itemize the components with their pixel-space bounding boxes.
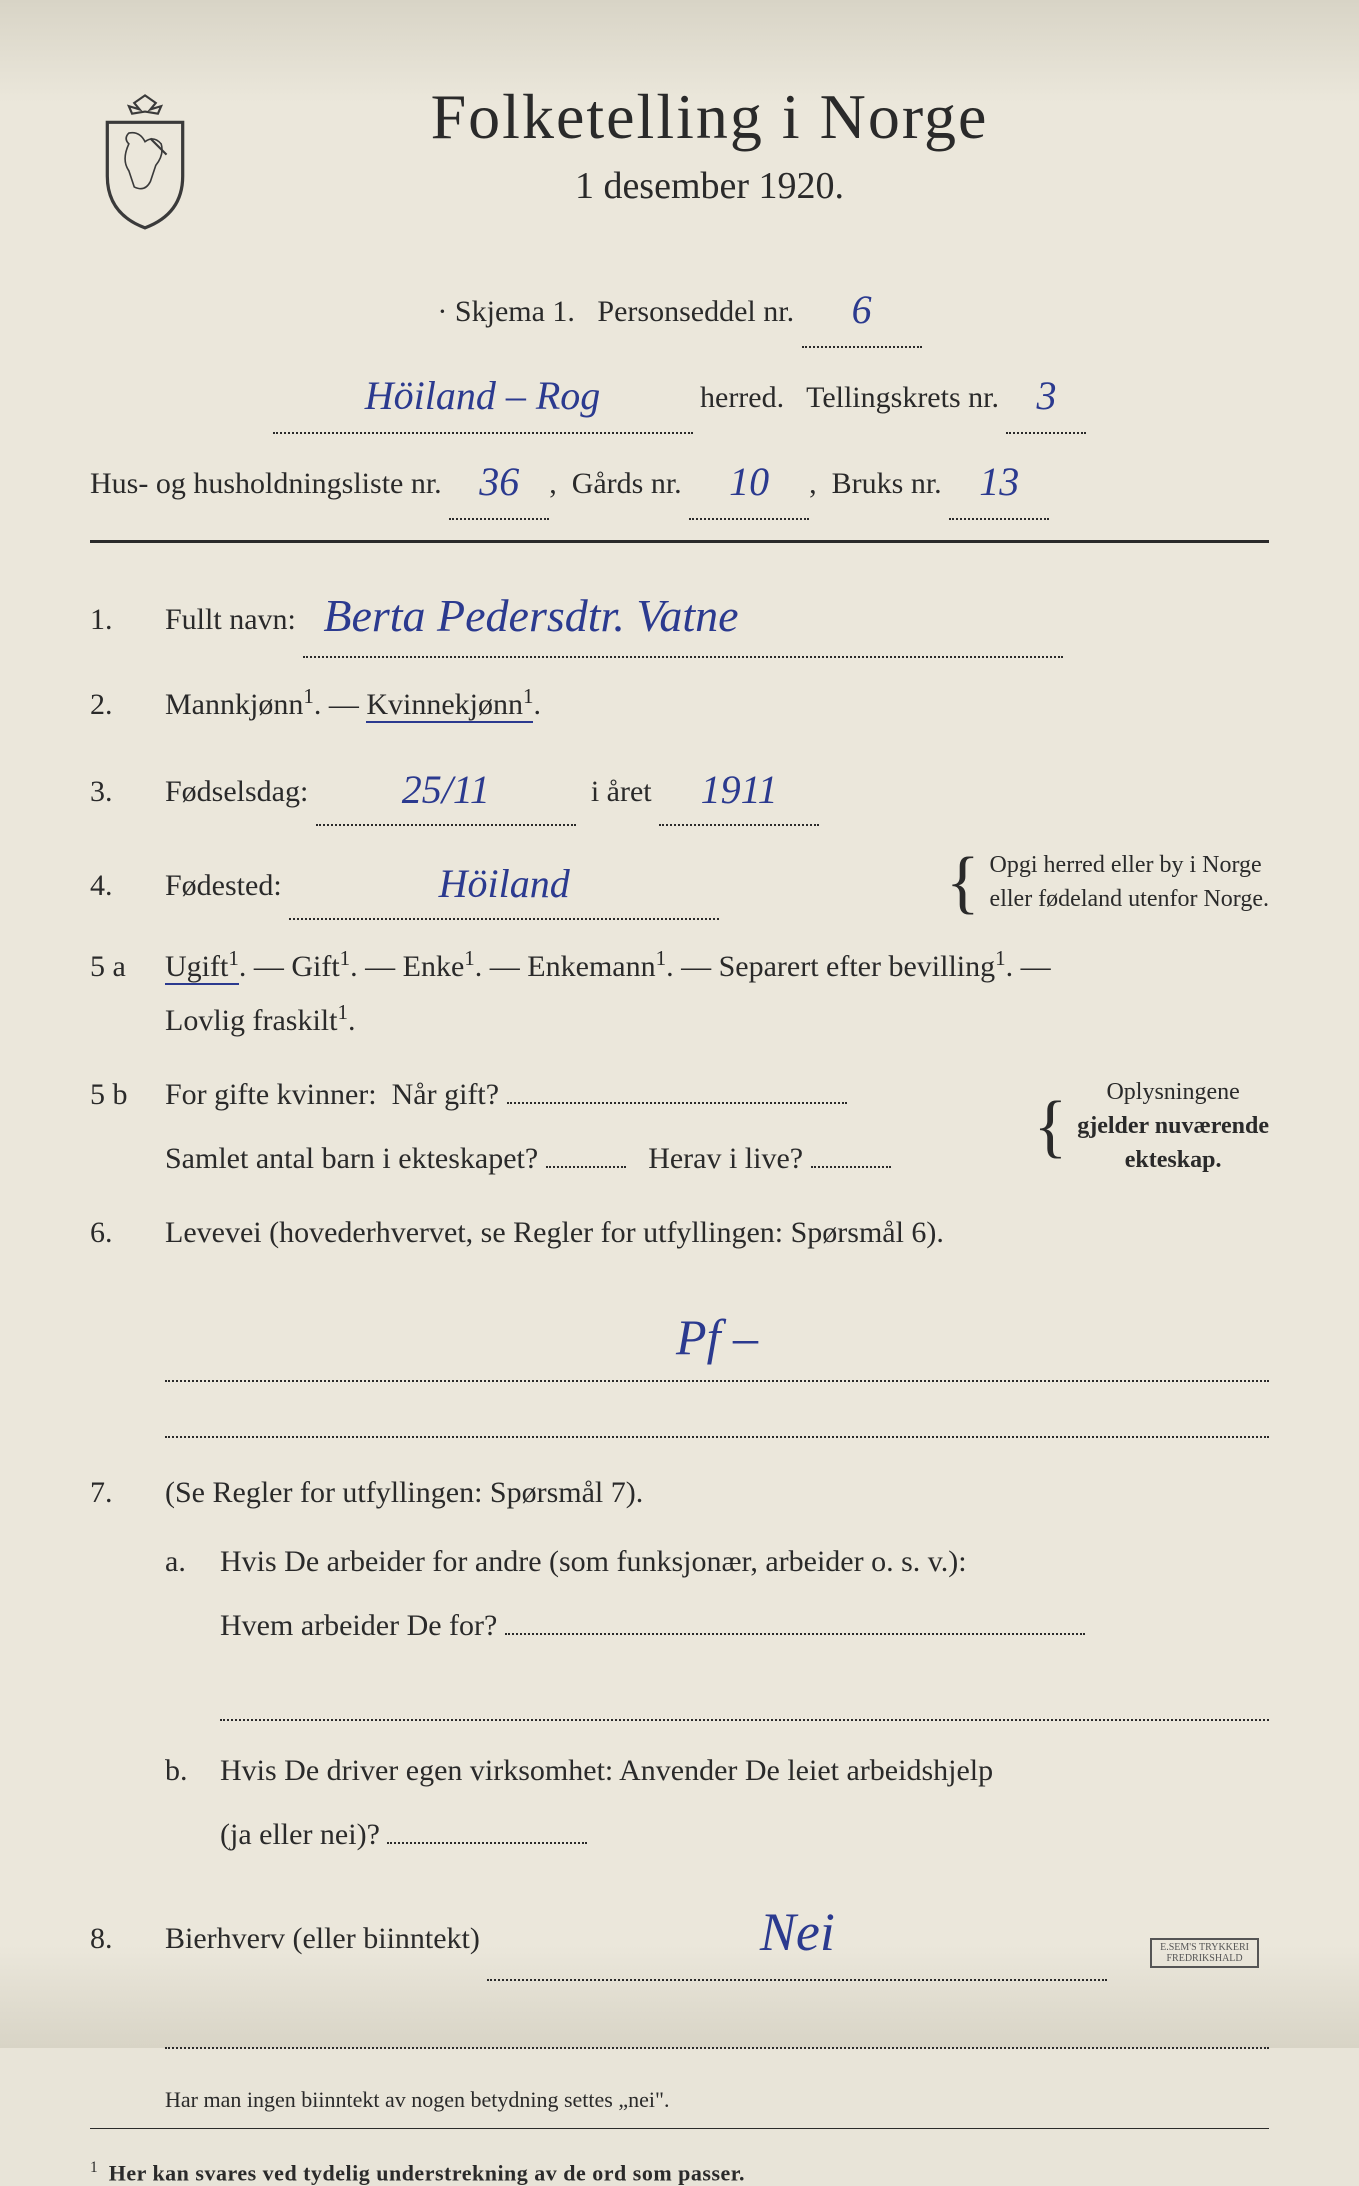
- q5b-note3: ekteskap.: [1125, 1147, 1222, 1173]
- q7a-line2: Hvem arbeider De for?: [220, 1609, 497, 1642]
- q3-year-value: 1911: [701, 767, 778, 812]
- top-form-section: · Skjema 1. Personseddel nr. 6 Höiland –…: [90, 270, 1269, 520]
- printer-stamp: E.SEM'S TRYKKERI FREDRIKSHALD: [1150, 1938, 1259, 1968]
- section-divider: [90, 540, 1269, 543]
- q6-value: Pf –: [676, 1309, 758, 1365]
- q5b-line1b: Når gift?: [392, 1078, 499, 1111]
- q2-kvinne: Kvinnekjønn: [366, 688, 523, 721]
- q4-num: 4.: [90, 869, 145, 903]
- q8-num: 8.: [90, 1922, 145, 1956]
- question-5b: 5 b For gifte kvinner: Når gift? Samlet …: [90, 1068, 1269, 1186]
- q5b-line2b: Herav i live?: [648, 1142, 803, 1175]
- brace-icon: {: [1034, 1095, 1068, 1158]
- q5a-num: 5 a: [90, 950, 145, 984]
- q7a-num: a.: [165, 1535, 200, 1729]
- tellingskrets-label: Tellingskrets nr.: [806, 381, 999, 414]
- question-8: 8. Bierhverv (eller biinntekt) Nei: [90, 1882, 1269, 2057]
- q1-num: 1.: [90, 603, 145, 637]
- husholdning-label: Hus- og husholdningsliste nr.: [90, 467, 442, 500]
- q4-label: Fødested:: [165, 869, 282, 902]
- gards-value: 10: [729, 459, 769, 504]
- q6-num: 6.: [90, 1216, 145, 1250]
- q7b-line1: Hvis De driver egen virksomhet: Anvender…: [220, 1744, 1269, 1798]
- herred-label: herred.: [700, 381, 784, 414]
- q5a-enkemann: Enkemann: [527, 950, 655, 983]
- q5b-note1: Oplysningene: [1077, 1076, 1269, 1110]
- q8-value: Nei: [760, 1902, 835, 1962]
- q7-label: (Se Regler for utfyllingen: Spørsmål 7).: [165, 1466, 1269, 1520]
- q5b-note2: gjelder nuværende: [1077, 1113, 1269, 1139]
- q4-note1: Opgi herred eller by i Norge: [990, 849, 1269, 883]
- tellingskrets-value: 3: [1036, 373, 1056, 418]
- subtitle: 1 desember 1920.: [150, 164, 1269, 208]
- q8-label: Bierhverv (eller biinntekt): [165, 1922, 480, 1955]
- q5a-gift: Gift: [291, 950, 339, 983]
- husholdning-value: 36: [479, 459, 519, 504]
- brace-icon: {: [946, 851, 980, 914]
- bruks-value: 13: [979, 459, 1019, 504]
- q4-value: Höiland: [439, 861, 570, 906]
- question-6: 6. Levevei (hovederhvervet, se Regler fo…: [90, 1206, 1269, 1446]
- herred-value: Höiland – Rog: [365, 373, 601, 418]
- q5a-separert: Separert efter bevilling: [719, 950, 996, 983]
- q3-num: 3.: [90, 775, 145, 809]
- personseddel-value: 6: [852, 287, 872, 332]
- question-5a: 5 a Ugift1. — Gift1. — Enke1. — Enkemann…: [90, 940, 1269, 1048]
- q5b-line2a: Samlet antal barn i ekteskapet?: [165, 1142, 538, 1175]
- q1-label: Fullt navn:: [165, 603, 296, 636]
- q5a-lovlig: Lovlig fraskilt: [165, 1004, 337, 1037]
- q5a-enke: Enke: [403, 950, 465, 983]
- question-3: 3. Fødselsdag: 25/11 i året 1911: [90, 752, 1269, 826]
- q6-label: Levevei (hovederhvervet, se Regler for u…: [165, 1216, 944, 1249]
- q3-label: Fødselsdag:: [165, 775, 308, 808]
- q7b-line2: (ja eller nei)?: [220, 1818, 380, 1851]
- q4-note2: eller fødeland utenfor Norge.: [990, 883, 1269, 917]
- q5b-line1a: For gifte kvinner:: [165, 1078, 377, 1111]
- bruks-label: Bruks nr.: [832, 467, 942, 500]
- personseddel-label: Personseddel nr.: [597, 295, 794, 328]
- footer-divider: [90, 2128, 1269, 2129]
- q2-num: 2.: [90, 688, 145, 722]
- q5b-num: 5 b: [90, 1078, 145, 1112]
- gards-label: Gårds nr.: [572, 467, 682, 500]
- question-2: 2. Mannkjønn1. — Kvinnekjønn1.: [90, 678, 1269, 732]
- q2-mann: Mannkjønn: [165, 688, 303, 721]
- q3-day-value: 25/11: [402, 767, 490, 812]
- q7a-line1: Hvis De arbeider for andre (som funksjon…: [220, 1535, 1269, 1589]
- document-header: Folketelling i Norge 1 desember 1920.: [90, 80, 1269, 230]
- footer-note2: 1 Her kan svares ved tydelig understrekn…: [90, 2159, 1269, 2186]
- skjema-label: Skjema 1.: [455, 295, 575, 328]
- question-4: 4. Fødested: Höiland { Opgi herred eller…: [90, 846, 1269, 920]
- q7-num: 7.: [90, 1476, 145, 1510]
- q3-year-label: i året: [591, 775, 652, 808]
- q1-value: Berta Pedersdtr. Vatne: [323, 590, 738, 641]
- footer-note1: Har man ingen biinntekt av nogen betydni…: [165, 2087, 1269, 2113]
- q7b-num: b.: [165, 1744, 200, 1862]
- question-1: 1. Fullt navn: Berta Pedersdtr. Vatne: [90, 573, 1269, 658]
- main-title: Folketelling i Norge: [150, 80, 1269, 154]
- q5a-ugift: Ugift: [165, 950, 228, 983]
- question-7: 7. (Se Regler for utfyllingen: Spørsmål …: [90, 1466, 1269, 1862]
